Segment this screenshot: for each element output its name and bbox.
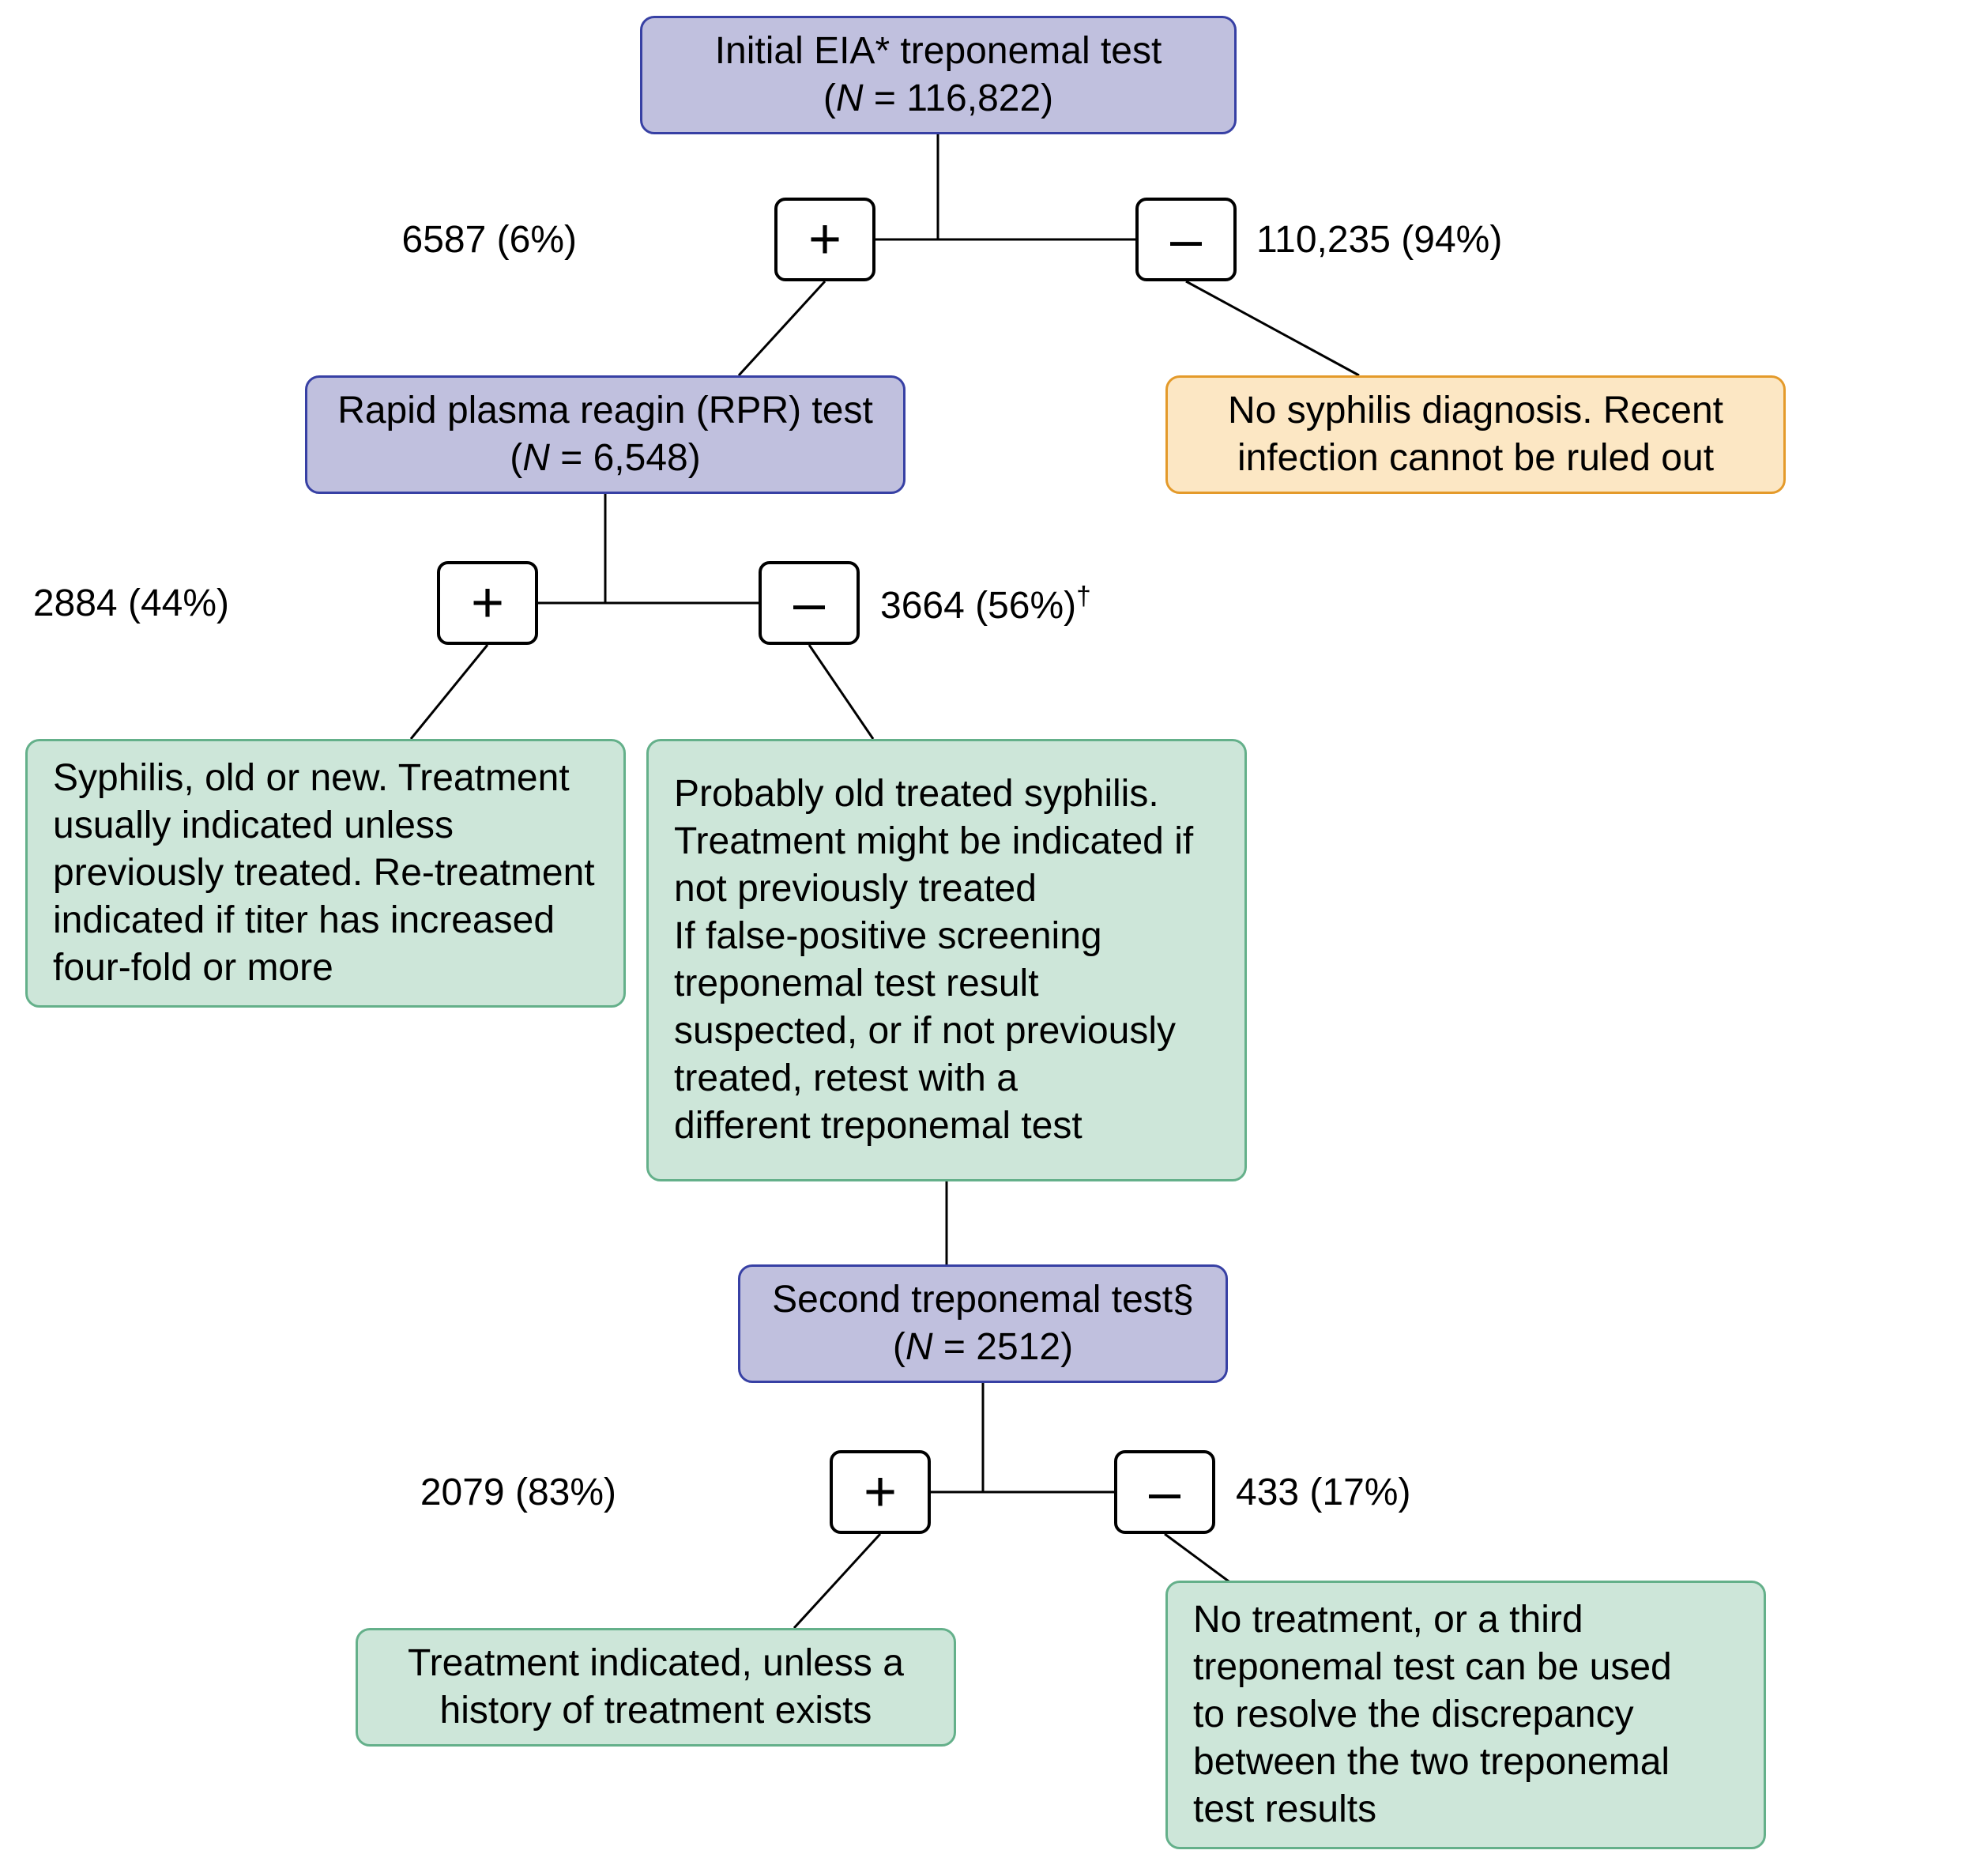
edge bbox=[411, 645, 488, 739]
sign-positive: + bbox=[830, 1450, 931, 1534]
flow-node: No syphilis diagnosis. Recentinfection c… bbox=[1165, 375, 1786, 494]
count-label: 2079 (83%) bbox=[142, 1471, 616, 1514]
count-label: 433 (17%) bbox=[1236, 1471, 1410, 1514]
sign-positive: + bbox=[774, 198, 875, 281]
flowchart-canvas: Initial EIA* treponemal test(N = 116,822… bbox=[0, 0, 1988, 1854]
flow-node: Second treponemal test§(N = 2512) bbox=[738, 1264, 1228, 1383]
sign-negative: – bbox=[759, 561, 860, 645]
count-label: 110,235 (94%) bbox=[1256, 218, 1502, 262]
count-label: 6587 (6%) bbox=[103, 218, 577, 262]
flow-node: Syphilis, old or new. Treatmentusually i… bbox=[25, 739, 626, 1008]
edge bbox=[739, 281, 825, 375]
flow-node: Probably old treated syphilis.Treatment … bbox=[646, 739, 1247, 1181]
sign-negative: – bbox=[1135, 198, 1237, 281]
count-label: 3664 (56%)† bbox=[880, 582, 1091, 627]
edge bbox=[809, 645, 873, 739]
sign-positive: + bbox=[437, 561, 538, 645]
flow-node: Initial EIA* treponemal test(N = 116,822… bbox=[640, 16, 1237, 134]
count-label: 2884 (44%) bbox=[0, 582, 229, 625]
sign-negative: – bbox=[1114, 1450, 1215, 1534]
flow-node: No treatment, or a thirdtreponemal test … bbox=[1165, 1581, 1766, 1849]
flow-node: Rapid plasma reagin (RPR) test(N = 6,548… bbox=[305, 375, 906, 494]
flow-node: Treatment indicated, unless ahistory of … bbox=[356, 1628, 956, 1747]
edge bbox=[1186, 281, 1359, 375]
edge bbox=[794, 1534, 880, 1628]
